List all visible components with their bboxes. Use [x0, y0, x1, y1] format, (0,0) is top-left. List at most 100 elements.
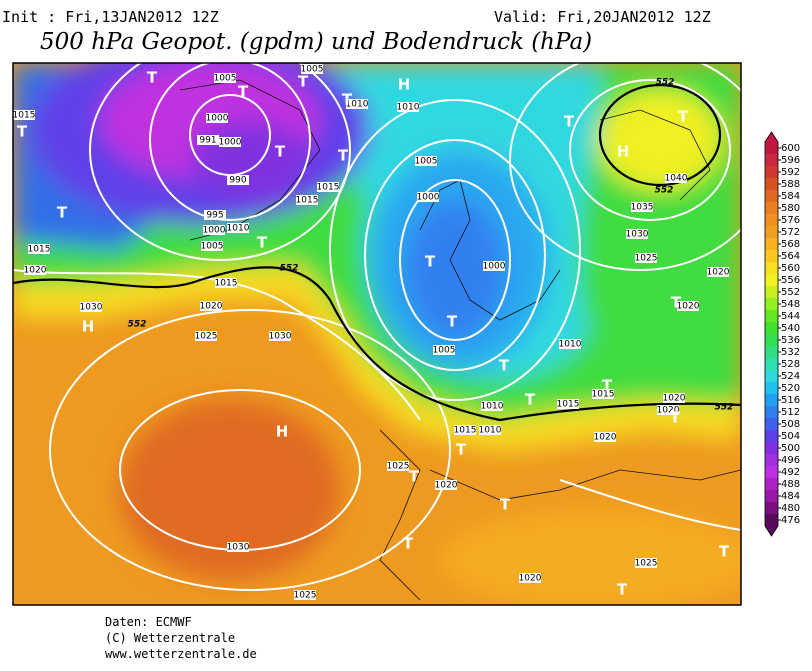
- colorbar-swatch: [765, 166, 778, 178]
- label-bg: [626, 229, 648, 239]
- label-bg: [294, 590, 316, 600]
- colorbar-label: 512: [781, 407, 800, 418]
- pressure-label: 1010: [559, 340, 582, 350]
- pressure-label: 1020: [707, 268, 730, 278]
- colorbar-label: 596: [781, 155, 800, 166]
- label-bg: [631, 202, 653, 212]
- pressure-label: 1015: [13, 111, 36, 121]
- label-bg: [559, 339, 581, 349]
- pressure-label: 1020: [200, 302, 223, 312]
- label-bg: [481, 401, 503, 411]
- colorbar-label: 564: [781, 251, 800, 262]
- pressure-label: 1000: [417, 193, 440, 203]
- label-bg: [201, 241, 223, 251]
- geopotential-label: 552: [655, 186, 674, 196]
- pressure-label: 1040: [665, 174, 688, 184]
- pressure-center: T: [17, 123, 28, 141]
- colorbar-swatch: [765, 346, 778, 358]
- label-bg: [483, 261, 505, 271]
- pressure-label: 1020: [657, 406, 680, 416]
- label-bg: [227, 175, 249, 185]
- valid-time: Valid: Fri,20JAN2012 12Z: [494, 8, 711, 26]
- pressure-label: 1010: [397, 103, 420, 113]
- colorbar-label: 500: [781, 443, 800, 454]
- label-bg: [454, 425, 476, 435]
- pressure-center: T: [564, 113, 575, 131]
- footer-source: Daten: ECMWF: [105, 615, 192, 629]
- colorbar-label: 600: [781, 143, 800, 154]
- pressure-label: 1010: [481, 402, 504, 412]
- colorbar-swatch: [765, 214, 778, 226]
- label-bg: [435, 480, 457, 490]
- chart-title: 500 hPa Geopot. (gpdm) und Bodendruck (h…: [40, 29, 592, 55]
- pressure-label: 991: [199, 136, 216, 146]
- colorbar-label: 536: [781, 335, 800, 346]
- init-time: Init : Fri,13JAN2012 12Z: [2, 8, 219, 26]
- colorbar-label: 480: [781, 503, 800, 514]
- label-bg: [387, 461, 409, 471]
- pressure-label: 1000: [206, 114, 229, 124]
- pressure-center: H: [82, 318, 95, 336]
- pressure-center: T: [275, 143, 286, 161]
- colorbar-label: 548: [781, 299, 800, 310]
- colorbar-label: 496: [781, 455, 800, 466]
- pressure-label: 1025: [635, 254, 658, 264]
- pressure-center: T: [525, 391, 536, 409]
- label-bg: [665, 173, 687, 183]
- colorbar-swatch: [765, 274, 778, 286]
- label-bg: [433, 345, 455, 355]
- pressure-center: H: [398, 76, 411, 94]
- pressure-label: 1015: [557, 400, 580, 410]
- colorbar-end: [765, 526, 778, 536]
- pressure-label: 1005: [415, 157, 438, 167]
- colorbar-swatch: [765, 370, 778, 382]
- colorbar-swatch: [765, 430, 778, 442]
- colorbar-label: 484: [781, 491, 800, 502]
- pressure-label: 1010: [346, 100, 369, 110]
- label-bg: [204, 210, 226, 220]
- colorbar-swatch: [765, 358, 778, 370]
- colorbar-swatch: [765, 478, 778, 490]
- label-bg: [13, 110, 35, 120]
- pressure-center: T: [425, 253, 436, 271]
- colorbar-swatch: [765, 454, 778, 466]
- footer-copyright: (C) Wetterzentrale: [105, 631, 235, 645]
- colorbar-end: [765, 132, 778, 142]
- colorbar-label: 556: [781, 275, 800, 286]
- geopotential-label: 552: [128, 320, 147, 330]
- colorbar-swatch: [765, 322, 778, 334]
- label-bg: [227, 223, 249, 233]
- pressure-label: 1015: [454, 426, 477, 436]
- colorbar-label: 516: [781, 395, 800, 406]
- pressure-label: 1025: [635, 559, 658, 569]
- label-bg: [707, 267, 729, 277]
- pressure-center: T: [57, 204, 68, 222]
- pressure-label: 1025: [195, 332, 218, 342]
- colorbar-swatch: [765, 502, 778, 514]
- colorbar-label: 528: [781, 359, 800, 370]
- colorbar-label: 580: [781, 203, 800, 214]
- colorbar-swatch: [765, 406, 778, 418]
- label-bg: [557, 399, 579, 409]
- label-bg: [28, 244, 50, 254]
- label-bg: [479, 425, 501, 435]
- pressure-label: 1000: [219, 138, 242, 148]
- colorbar-swatch: [765, 262, 778, 274]
- colorbar-label: 476: [781, 515, 800, 526]
- pressure-label: 1030: [269, 332, 292, 342]
- label-bg: [206, 113, 228, 123]
- label-bg: [635, 253, 657, 263]
- pressure-center: T: [238, 83, 249, 101]
- pressure-center: T: [670, 409, 681, 427]
- colorbar-swatch: [765, 418, 778, 430]
- pressure-label: 1015: [317, 183, 340, 193]
- colorbar-label: 568: [781, 239, 800, 250]
- label-bg: [219, 137, 241, 147]
- pressure-label: 1030: [80, 303, 103, 313]
- colorbar-swatch: [765, 202, 778, 214]
- colorbar-label: 560: [781, 263, 800, 274]
- pressure-center: T: [257, 234, 268, 252]
- colorbar-label: 572: [781, 227, 800, 238]
- colorbar-swatch: [765, 310, 778, 322]
